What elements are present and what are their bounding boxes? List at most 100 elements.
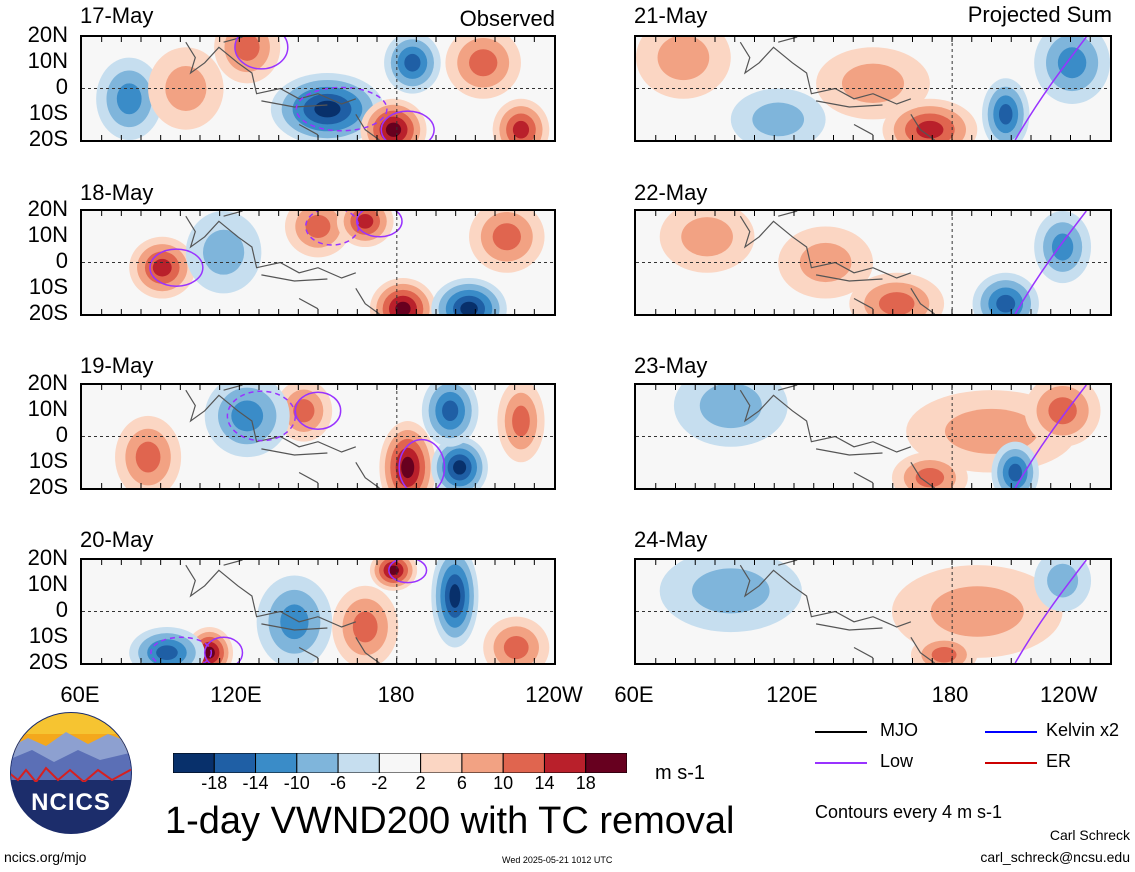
colorbar-tick-label: 18 [575,773,596,793]
footer-email[interactable]: carl_schreck@ncsu.edu [980,849,1130,865]
low-contour [150,636,213,663]
panel-date: 22-May [634,180,708,205]
coastline [739,37,935,140]
low-contour [149,248,204,287]
anomaly-shading [930,586,1024,637]
lon-label-180: 180 [377,682,415,707]
lon-label-60e: 60E [60,682,100,707]
lon-label-180: 180 [931,682,969,707]
colorbar-swatch [337,752,380,774]
lat-label-10s: 10S [28,623,68,648]
anomaly-shading [352,611,378,643]
map-panel [80,383,556,490]
low-contour [388,560,428,584]
anomaly-shading [357,213,374,229]
anomaly-shading [512,120,530,139]
anomaly-shading [692,568,770,614]
anomaly-shading [135,441,161,473]
colorbar-swatch [543,752,587,774]
lon-label-60e: 60E [614,682,654,707]
colorbar-swatch [420,752,463,774]
panel-date: 24-May [634,527,708,552]
panel-date: 20-May [80,527,154,552]
logo-text: NCICS [31,789,111,816]
lat-label-20n: 20N [27,22,68,47]
lat-label-10n: 10N [27,48,68,73]
colorbar-swatch [378,752,422,774]
anomaly-shading [492,223,521,251]
lat-label-10s: 10S [28,274,68,299]
anomaly-shading [442,400,459,422]
colorbar-swatch [213,752,257,774]
anomaly-shading [116,83,142,115]
anomaly-shading [231,400,264,432]
panel-date: 17-May [80,3,154,28]
anomaly-shading [681,217,733,257]
panel-date: 19-May [80,353,154,378]
low-contour [295,86,388,132]
panel-date: 23-May [634,353,708,378]
contour-note: Contours every 4 m s-1 [815,802,1003,822]
lat-label-20n: 20N [27,370,68,395]
colorbar [172,752,628,774]
lat-label-20s: 20S [28,474,68,499]
colorbar-tick-label: -2 [371,773,388,793]
observed-tag: Observed [459,6,555,31]
anomaly-shading [916,120,944,139]
anomaly-shading [799,242,852,283]
coastline [739,211,935,314]
low-contour [398,438,446,488]
colorbar-tick-label: -18 [201,773,228,793]
lat-label-20s: 20S [28,649,68,674]
legend-label-kelvin: Kelvin x2 [1046,720,1120,740]
colorbar-tick-label: 14 [534,773,555,793]
legend-line-low [815,762,867,764]
colorbar-swatch [461,752,504,774]
panel-date: 18-May [80,180,154,205]
footer-url[interactable]: ncics.org/mjo [4,849,87,865]
anomaly-shading [1048,397,1077,425]
map-panel [80,209,556,316]
coastline [185,560,380,663]
anomaly-shading [998,103,1013,125]
colorbar-tick-label: -14 [242,773,269,793]
map-panel [80,558,556,665]
chart-title: 1-day VWND200 with TC removal [165,800,735,842]
coastline [185,385,380,488]
coastline [739,385,935,488]
coastline [185,211,380,314]
anomaly-shading [314,100,341,118]
low-contour [1014,37,1087,140]
lat-label-10n: 10N [27,571,68,596]
anomaly-shading [1051,233,1074,261]
lon-label-120e: 120E [210,682,262,707]
anomaly-shading [469,49,498,77]
legend-label-er: ER [1046,751,1072,771]
footer-author: Carl Schreck [1049,827,1130,843]
anomaly-shading [404,53,421,72]
lat-label-20n: 20N [27,196,68,221]
anomaly-shading [699,385,762,429]
footer-timestamp: Wed 2025-05-21 1012 UTC [502,855,613,865]
low-contour [226,390,297,442]
lat-label-20s: 20S [28,126,68,151]
colorbar-tick-label: 10 [493,773,514,793]
coastline [739,560,935,663]
anomaly-shading [293,399,315,423]
lon-label-120w: 120W [1040,682,1098,707]
map-panel [634,558,1112,665]
anomaly-shading [1047,563,1079,598]
map-panel [634,35,1112,142]
colorbar-tick-label: -6 [330,773,347,793]
low-contour [355,211,403,238]
colorbar-swatch [296,752,339,774]
anomaly-shading [1057,47,1087,79]
low-contour [294,391,342,431]
map-panel [634,383,1112,490]
anomaly-shading [152,258,172,277]
low-contour [234,37,289,70]
map-panel [80,35,556,142]
anomaly-shading [395,301,411,314]
panel-date: 21-May [634,3,708,28]
map-panel [634,209,1112,316]
